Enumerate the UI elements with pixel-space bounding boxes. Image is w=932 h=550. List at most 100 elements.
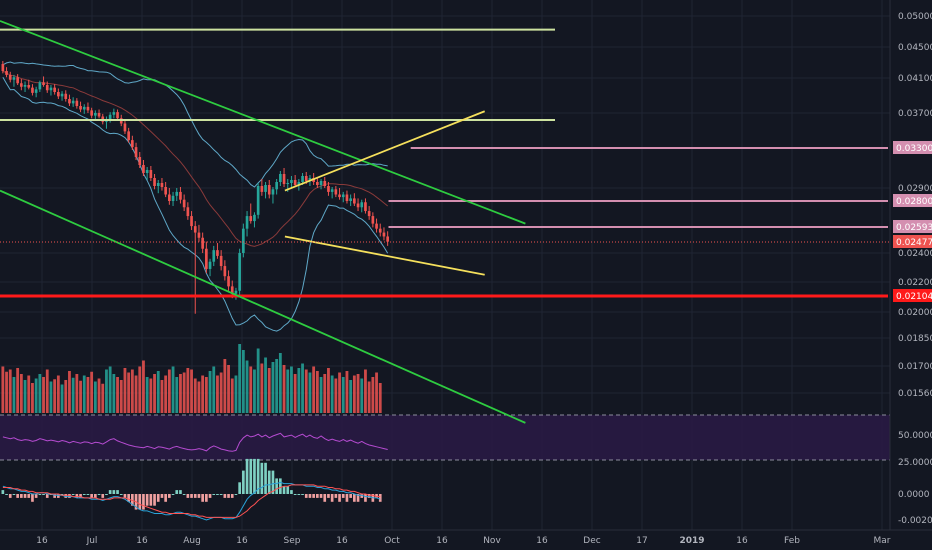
macd-histogram-bar <box>175 490 179 494</box>
candle-body <box>319 181 323 185</box>
macd-histogram-bar <box>216 494 219 495</box>
time-tick-label: 16 <box>336 536 348 546</box>
volume-bar <box>167 369 171 413</box>
volume-bar <box>175 377 179 413</box>
macd-histogram-bar <box>171 494 175 495</box>
candle-body <box>323 181 327 186</box>
macd-histogram-bar <box>79 494 82 498</box>
time-axis[interactable]: 16 Jul 16 Aug 16 Sep 16 Oct 16 Nov 16 Dec 17 2019 16 Fe… <box>0 529 932 546</box>
trendline <box>0 20 526 225</box>
rsi-line <box>2 432 388 452</box>
macd-histogram-bar <box>249 458 253 494</box>
candle-body <box>371 216 375 224</box>
macd-histogram-bar <box>5 494 8 495</box>
drawings[interactable] <box>0 20 890 424</box>
macd-histogram-bar <box>327 494 330 498</box>
macd-histogram-bar <box>312 494 315 498</box>
candle-body <box>156 183 160 186</box>
candle-body <box>242 228 245 253</box>
macd-histogram-bar <box>116 490 119 494</box>
time-tick-label: 16 <box>436 536 448 546</box>
price-tag <box>893 235 932 248</box>
macd-tick-label: -0.0020 <box>898 516 932 526</box>
candle-body <box>64 93 68 99</box>
macd-histogram-bar <box>145 494 149 506</box>
candle-body <box>260 186 264 192</box>
macd-histogram-bar <box>75 494 79 498</box>
volume-bar <box>31 383 34 413</box>
volume-bar <box>68 371 71 413</box>
rsi-pane <box>0 414 890 461</box>
candle-body <box>297 182 301 185</box>
candle-body <box>382 232 386 237</box>
volume-bar <box>301 363 304 413</box>
price-tag <box>893 289 932 302</box>
volume-bar <box>127 372 131 413</box>
time-tick-label: 16 <box>536 536 548 546</box>
time-tick-label: Nov <box>483 536 501 546</box>
candle-body <box>127 131 130 141</box>
macd-histogram-bar <box>94 494 97 498</box>
candle-body <box>71 100 75 104</box>
candle-body <box>175 191 179 196</box>
candle-body <box>97 113 101 117</box>
time-tick-label: Mar <box>874 536 891 546</box>
time-tick-label: Aug <box>183 536 201 546</box>
time-tick-label: 17 <box>636 536 647 546</box>
candle-body <box>304 176 308 181</box>
volume-bar <box>79 380 82 413</box>
volume-bar <box>130 369 134 413</box>
macd-histogram-bar <box>153 494 156 506</box>
macd-histogram-bar <box>364 494 367 502</box>
candle-body <box>138 157 142 165</box>
candle-body <box>264 185 267 192</box>
volume-bar <box>201 375 205 413</box>
macd-histogram-bar <box>253 458 256 494</box>
candle-body <box>219 255 223 267</box>
volume-bar <box>271 362 275 413</box>
candle-body <box>378 228 382 233</box>
candle-body <box>190 216 193 227</box>
volume-bar <box>23 380 27 413</box>
candle-body <box>60 93 64 97</box>
candle-body <box>245 216 249 229</box>
macd-histogram-bar <box>8 494 12 498</box>
macd-histogram-bar <box>260 462 264 494</box>
candle-body <box>123 123 127 132</box>
candle-body <box>364 202 367 212</box>
macd-histogram-bar <box>20 494 23 498</box>
volume-bar <box>356 374 360 413</box>
macd-histogram-bar <box>156 494 160 502</box>
price-axis[interactable]: 0.050000 0.045000 0.041000 0.037000 0.029000… <box>893 12 932 526</box>
macd-histogram-bar <box>142 494 145 510</box>
macd-histogram-bar <box>208 494 212 498</box>
volume-bar <box>334 378 338 413</box>
trendline <box>284 235 485 276</box>
candle-body <box>164 187 167 195</box>
macd-histogram-bar <box>286 486 290 494</box>
candle-body <box>227 276 230 287</box>
macd-histogram-bar <box>201 494 204 502</box>
volume-bar <box>227 365 230 413</box>
candle-body <box>249 216 253 222</box>
macd-histogram-bar <box>182 494 186 495</box>
candle-body <box>197 232 201 238</box>
volume-bar <box>171 366 175 413</box>
volume-bar <box>190 369 193 413</box>
macd-histogram-bar <box>31 494 34 502</box>
macd-histogram-bar <box>230 494 234 498</box>
candle-body <box>330 189 334 192</box>
volume-bar <box>212 366 216 413</box>
price-tick-label: 0.024000 <box>898 249 932 259</box>
time-tick-label: Sep <box>284 536 301 546</box>
candle-body <box>308 178 312 181</box>
macd-histogram-bar <box>27 494 31 498</box>
volume-bar <box>204 377 208 413</box>
volume-bar <box>275 359 279 413</box>
macd-histogram-bar <box>279 478 282 494</box>
volume-bar <box>375 372 378 413</box>
candle-body <box>267 185 271 195</box>
volume-bar <box>49 381 53 413</box>
macd-histogram-bar <box>23 494 27 498</box>
